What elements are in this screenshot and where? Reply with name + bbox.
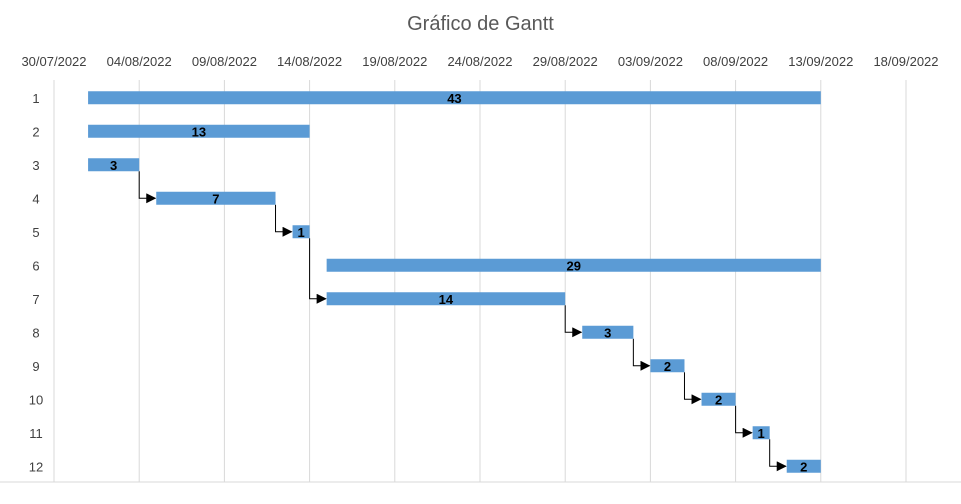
task-bar xyxy=(88,124,310,138)
task-bar-group: 13 xyxy=(88,124,310,139)
task-bar-group: 29 xyxy=(326,258,821,273)
x-tick-label: 04/08/2022 xyxy=(107,54,172,69)
task-bar xyxy=(88,91,821,105)
task-duration-label: 3 xyxy=(604,325,611,340)
task-bar-group: 1 xyxy=(752,426,770,441)
task-row-label: 10 xyxy=(29,392,43,407)
dependency-arrow xyxy=(138,171,157,204)
x-tick-label: 09/08/2022 xyxy=(192,54,257,69)
task-bar-group: 3 xyxy=(88,158,140,173)
x-axis: 30/07/2022 04/08/2022 09/08/2022 14/08/2022… xyxy=(21,54,938,69)
grid-layer xyxy=(0,80,961,483)
dependency-arrow xyxy=(564,305,583,338)
task-bar-group: 14 xyxy=(326,292,566,307)
task-duration-label: 1 xyxy=(758,426,765,441)
dependency-connectors xyxy=(138,171,787,472)
task-duration-label: 7 xyxy=(212,191,219,206)
task-duration-label: 14 xyxy=(439,292,454,307)
task-duration-label: 43 xyxy=(447,91,461,106)
task-bar xyxy=(752,426,770,440)
task-duration-label: 29 xyxy=(566,258,580,273)
task-bar xyxy=(582,325,634,339)
x-tick-label: 24/08/2022 xyxy=(447,54,512,69)
task-bar-group: 1 xyxy=(292,225,310,240)
task-bar xyxy=(156,191,276,205)
x-tick-label: 18/09/2022 xyxy=(873,54,938,69)
dependency-arrow xyxy=(769,439,787,472)
task-row-label: 11 xyxy=(29,426,43,441)
dependency-arrow xyxy=(275,204,293,237)
x-tick-label: 19/08/2022 xyxy=(362,54,427,69)
task-row-label: 12 xyxy=(29,459,43,474)
task-bar-group: 2 xyxy=(786,459,821,474)
dependency-arrow xyxy=(632,338,651,371)
x-tick-label: 13/09/2022 xyxy=(788,54,853,69)
task-bar-group: 3 xyxy=(582,325,634,340)
x-tick-label: 30/07/2022 xyxy=(21,54,86,69)
task-row-label: 4 xyxy=(32,191,39,206)
x-tick-label: 03/09/2022 xyxy=(618,54,683,69)
x-tick-label: 08/09/2022 xyxy=(703,54,768,69)
dependency-arrow xyxy=(309,238,327,304)
chart-title: Gráfico de Gantt xyxy=(407,13,554,35)
task-duration-label: 2 xyxy=(664,359,671,374)
task-row-label: 5 xyxy=(32,225,39,240)
task-bar-group: 2 xyxy=(701,392,736,407)
task-bar-group: 7 xyxy=(156,191,276,206)
task-bar-group: 2 xyxy=(650,359,685,374)
dependency-arrow xyxy=(735,405,753,438)
task-bar xyxy=(786,459,821,473)
task-row-label: 1 xyxy=(32,91,39,106)
task-row-label: 2 xyxy=(32,124,39,139)
x-tick-label: 29/08/2022 xyxy=(533,54,598,69)
task-row-label: 3 xyxy=(32,158,39,173)
task-bar xyxy=(88,158,140,172)
task-bar xyxy=(292,225,310,239)
task-bar xyxy=(701,392,736,406)
dependency-arrow xyxy=(683,372,702,405)
task-bars: 43 13 3 7 1 29 14 3 2 2 1 2 xyxy=(88,91,821,474)
task-bar xyxy=(326,292,566,306)
task-row-label: 9 xyxy=(32,359,39,374)
task-bar xyxy=(650,359,685,373)
task-bar xyxy=(326,258,821,272)
x-tick-label: 14/08/2022 xyxy=(277,54,342,69)
task-duration-label: 13 xyxy=(192,124,206,139)
task-duration-label: 2 xyxy=(715,392,722,407)
task-duration-label: 1 xyxy=(297,225,304,240)
task-row-label: 6 xyxy=(32,258,39,273)
task-row-label: 8 xyxy=(32,325,39,340)
task-duration-label: 2 xyxy=(800,459,807,474)
task-bar-group: 43 xyxy=(88,91,821,106)
task-row-label: 7 xyxy=(32,292,39,307)
task-duration-label: 3 xyxy=(110,158,117,173)
